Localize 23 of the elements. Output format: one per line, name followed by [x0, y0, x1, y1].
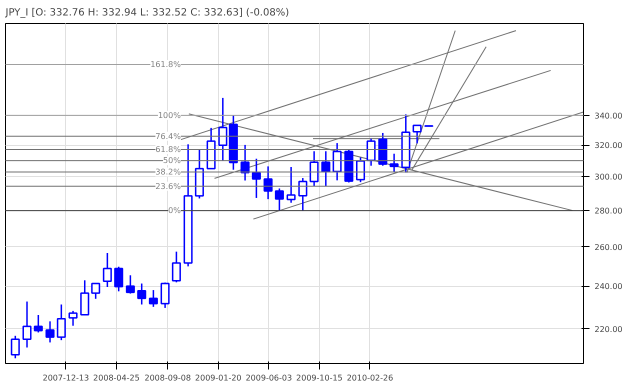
annotation: 161.8%	[150, 60, 182, 70]
x-tick-label: 2007-12-13	[42, 374, 90, 382]
annotation: 38.2%	[155, 168, 182, 177]
x-tick-label: 2008-09-08	[144, 374, 191, 382]
annotation: 23.6%	[155, 182, 182, 191]
y-tick-label: 300.00	[594, 172, 622, 182]
x-tick-label: 2009-10-15	[296, 374, 343, 382]
annotation: 61.8%	[155, 145, 182, 154]
y-tick-label: 260.00	[594, 242, 622, 252]
annotation: 50%	[163, 156, 182, 166]
y-tick-label: 320.00	[594, 141, 622, 150]
annotation: 76.4%	[155, 132, 182, 141]
x-tick-label: 2009-01-20	[195, 374, 242, 382]
y-tick-label: 240.00	[594, 282, 622, 292]
y-tick-label: 280.00	[594, 206, 622, 216]
x-tick-label: 2008-04-25	[93, 374, 140, 382]
x-tick-label: 2010-02-26	[346, 374, 394, 382]
y-tick-label: 220.00	[594, 324, 622, 334]
y-tick-label: 340.00	[594, 111, 622, 120]
annotation: 0%	[168, 206, 182, 216]
x-tick-label: 2009-06-03	[246, 374, 292, 382]
chart-title: JPY_I [O: 332.76 H: 332.94 L: 332.52 C: 332.63] (-0.08%)	[4, 8, 290, 18]
annotation: 100%	[158, 110, 182, 120]
